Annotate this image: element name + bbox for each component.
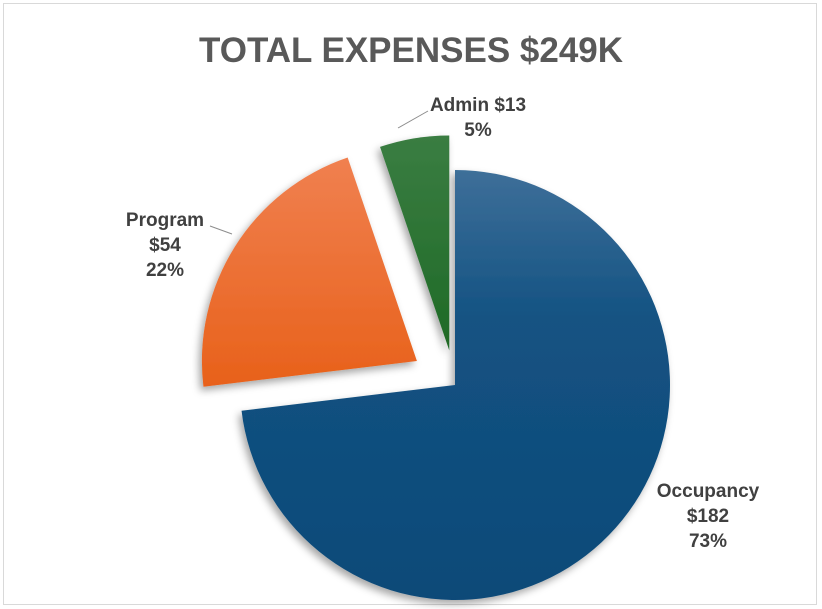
chart-title: TOTAL EXPENSES $249K (199, 31, 623, 70)
slice-label-percent-label: 22% (146, 260, 184, 281)
slice-program (201, 157, 417, 387)
leader-lines (209, 110, 429, 235)
slice-labels: Occupancy $182 73% Program $54 22% Admin $13 5% (126, 95, 760, 552)
slice-label-name: Program (126, 210, 204, 231)
slice-admin (380, 135, 450, 351)
pie-slices (201, 135, 670, 600)
slice-label-admin: Admin $13 5% (430, 95, 526, 141)
slice-label-percent-label: 73% (689, 531, 727, 552)
leader-line-program (209, 225, 233, 235)
leader-line-admin (397, 110, 429, 129)
slice-occupancy (241, 170, 670, 600)
slice-label-value-label: $54 (149, 235, 181, 256)
slice-label-name: Occupancy (657, 481, 760, 502)
slice-label-percent-label: 5% (464, 120, 492, 141)
slice-label-value-label: $182 (687, 506, 729, 527)
slice-label-program: Program $54 22% (126, 210, 204, 281)
slice-label-occupancy: Occupancy $182 73% (657, 481, 760, 552)
slice-label-name-value: Admin $13 (430, 95, 526, 116)
